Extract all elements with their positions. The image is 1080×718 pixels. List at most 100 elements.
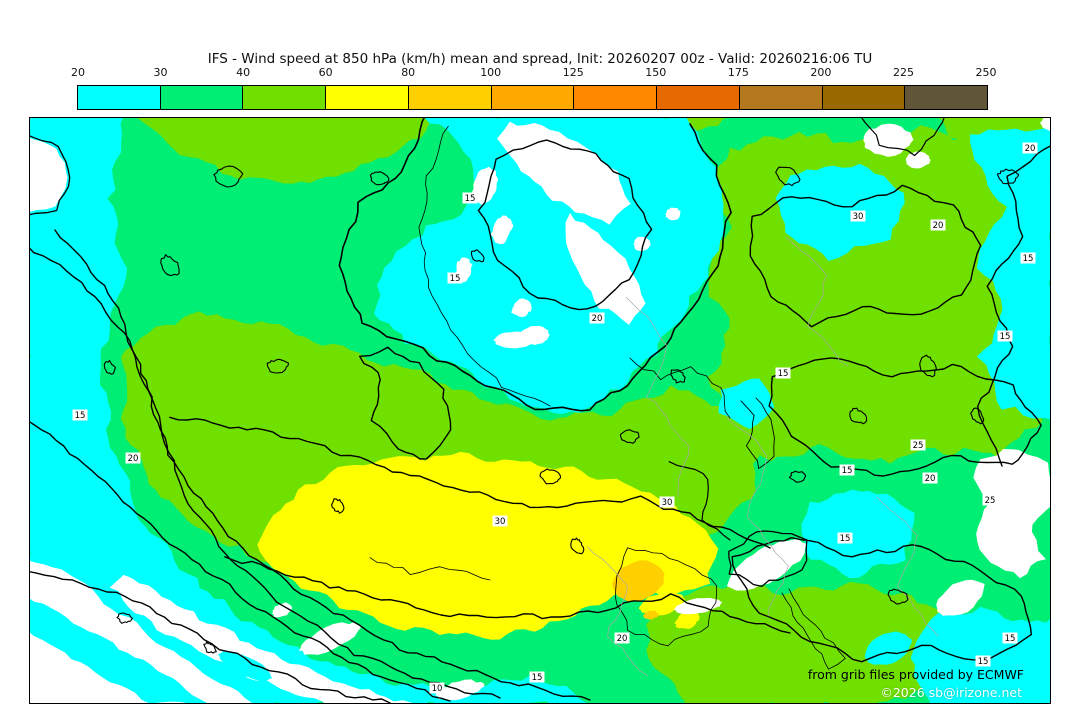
svg-text:20: 20 [592, 314, 603, 324]
fill-region [30, 118, 587, 703]
colorbar-segment [407, 86, 491, 109]
credit-provider: from grib files provided by ECMWF [807, 667, 1024, 682]
svg-text:15: 15 [1023, 254, 1034, 264]
fill-region [374, 118, 724, 415]
colorbar-tick: 30 [153, 66, 168, 79]
fill-region [936, 579, 985, 616]
contour-line [861, 118, 945, 157]
colorbar-tick: 150 [645, 66, 667, 79]
contour-loop [203, 641, 217, 654]
fill-region [973, 449, 1050, 579]
svg-text:15: 15 [465, 194, 476, 204]
svg-text:25: 25 [913, 441, 924, 451]
fill-region [77, 559, 107, 580]
colorbar-segment [573, 86, 657, 109]
contour-line [977, 145, 1050, 467]
contour-label: 15 [529, 671, 545, 683]
svg-text:20: 20 [1025, 144, 1036, 154]
border-line [726, 416, 789, 617]
contour-line [338, 118, 732, 412]
fill-region [905, 151, 931, 169]
contour-loop [619, 429, 640, 444]
map-canvas: 15 20 15 15 20 30 20 20 15 15 15 25 15 15 10 15 20 25 20 15… [30, 118, 1050, 703]
contour-line [369, 557, 491, 581]
contour-loop [775, 166, 801, 187]
colorbar-tick: 20 [71, 66, 85, 79]
contour-loop [470, 249, 485, 263]
contour-label: 20 [614, 632, 630, 644]
contour-line [30, 421, 451, 702]
contour-loop [331, 498, 345, 514]
svg-text:15: 15 [75, 411, 86, 421]
colorbar-segment [325, 86, 408, 109]
colorbar-tick: 60 [318, 66, 333, 79]
fill-region [718, 378, 775, 430]
fill-region [162, 579, 201, 603]
contour-label: 15 [462, 192, 478, 204]
contour-line [668, 461, 731, 541]
svg-text:15: 15 [1000, 332, 1011, 342]
contour-line [614, 547, 717, 647]
fill-region [910, 606, 1050, 703]
colorbar-tick: 125 [562, 66, 584, 79]
contour-line [781, 588, 846, 670]
contour-loop [919, 354, 937, 378]
contour-line [54, 229, 591, 701]
contour-label: 15 [975, 655, 991, 667]
contour-line [418, 125, 551, 407]
fill-region [565, 213, 646, 325]
fill-region [30, 560, 253, 703]
border-line [876, 496, 939, 637]
fill-region [612, 560, 665, 602]
contour-line [30, 247, 501, 699]
contour-line [30, 135, 71, 216]
border-line [625, 296, 690, 497]
contour-label: 20 [1022, 142, 1038, 154]
contour-label: 20 [922, 472, 938, 484]
contour-loop [116, 612, 133, 624]
contour-line [629, 357, 731, 419]
fill-region [638, 591, 686, 616]
svg-text:15: 15 [532, 673, 543, 683]
fill-region [643, 610, 659, 620]
svg-text:15: 15 [778, 369, 789, 379]
contour-loop [849, 407, 868, 425]
colorbar-tick: 250 [975, 66, 997, 79]
contour-loop [266, 358, 290, 374]
fill-region [137, 118, 433, 184]
fill-region [674, 610, 700, 629]
colorbar [77, 85, 988, 110]
colorbar-segment [656, 86, 739, 109]
contour-label: 15 [775, 367, 791, 379]
fill-region [271, 602, 292, 618]
contour-loop [369, 171, 390, 186]
colorbar-tick: 175 [727, 66, 749, 79]
contour-label: 15 [72, 409, 88, 421]
contour-line [749, 184, 982, 328]
svg-text:10: 10 [432, 684, 443, 694]
contour-loop [788, 470, 807, 483]
svg-text:30: 30 [662, 498, 673, 508]
contour-label: 20 [125, 452, 141, 464]
contour-loop [887, 588, 909, 605]
colorbar-tick: 200 [810, 66, 832, 79]
colorbar-tick: 40 [236, 66, 251, 79]
colorbar-segment [490, 86, 574, 109]
contour-label: 15 [1002, 632, 1018, 644]
contour-label: 30 [492, 515, 508, 527]
weather-map: 15 20 15 15 20 30 20 20 15 15 15 25 15 15 10 15 20 25 20 15… [29, 117, 1051, 704]
contour-label: 30 [850, 210, 866, 222]
fill-region [970, 128, 1050, 420]
colorbar-segment [904, 86, 988, 109]
svg-text:15: 15 [1005, 634, 1016, 644]
fill-region [726, 538, 807, 591]
contour-line [728, 530, 808, 588]
fill-region [511, 298, 533, 317]
fill-region [646, 581, 970, 703]
fill-region [218, 651, 272, 681]
fill-region [493, 331, 537, 349]
border-line [586, 546, 649, 677]
fill-region [30, 138, 68, 212]
colorbar-segment [78, 86, 160, 109]
svg-text:20: 20 [933, 221, 944, 231]
